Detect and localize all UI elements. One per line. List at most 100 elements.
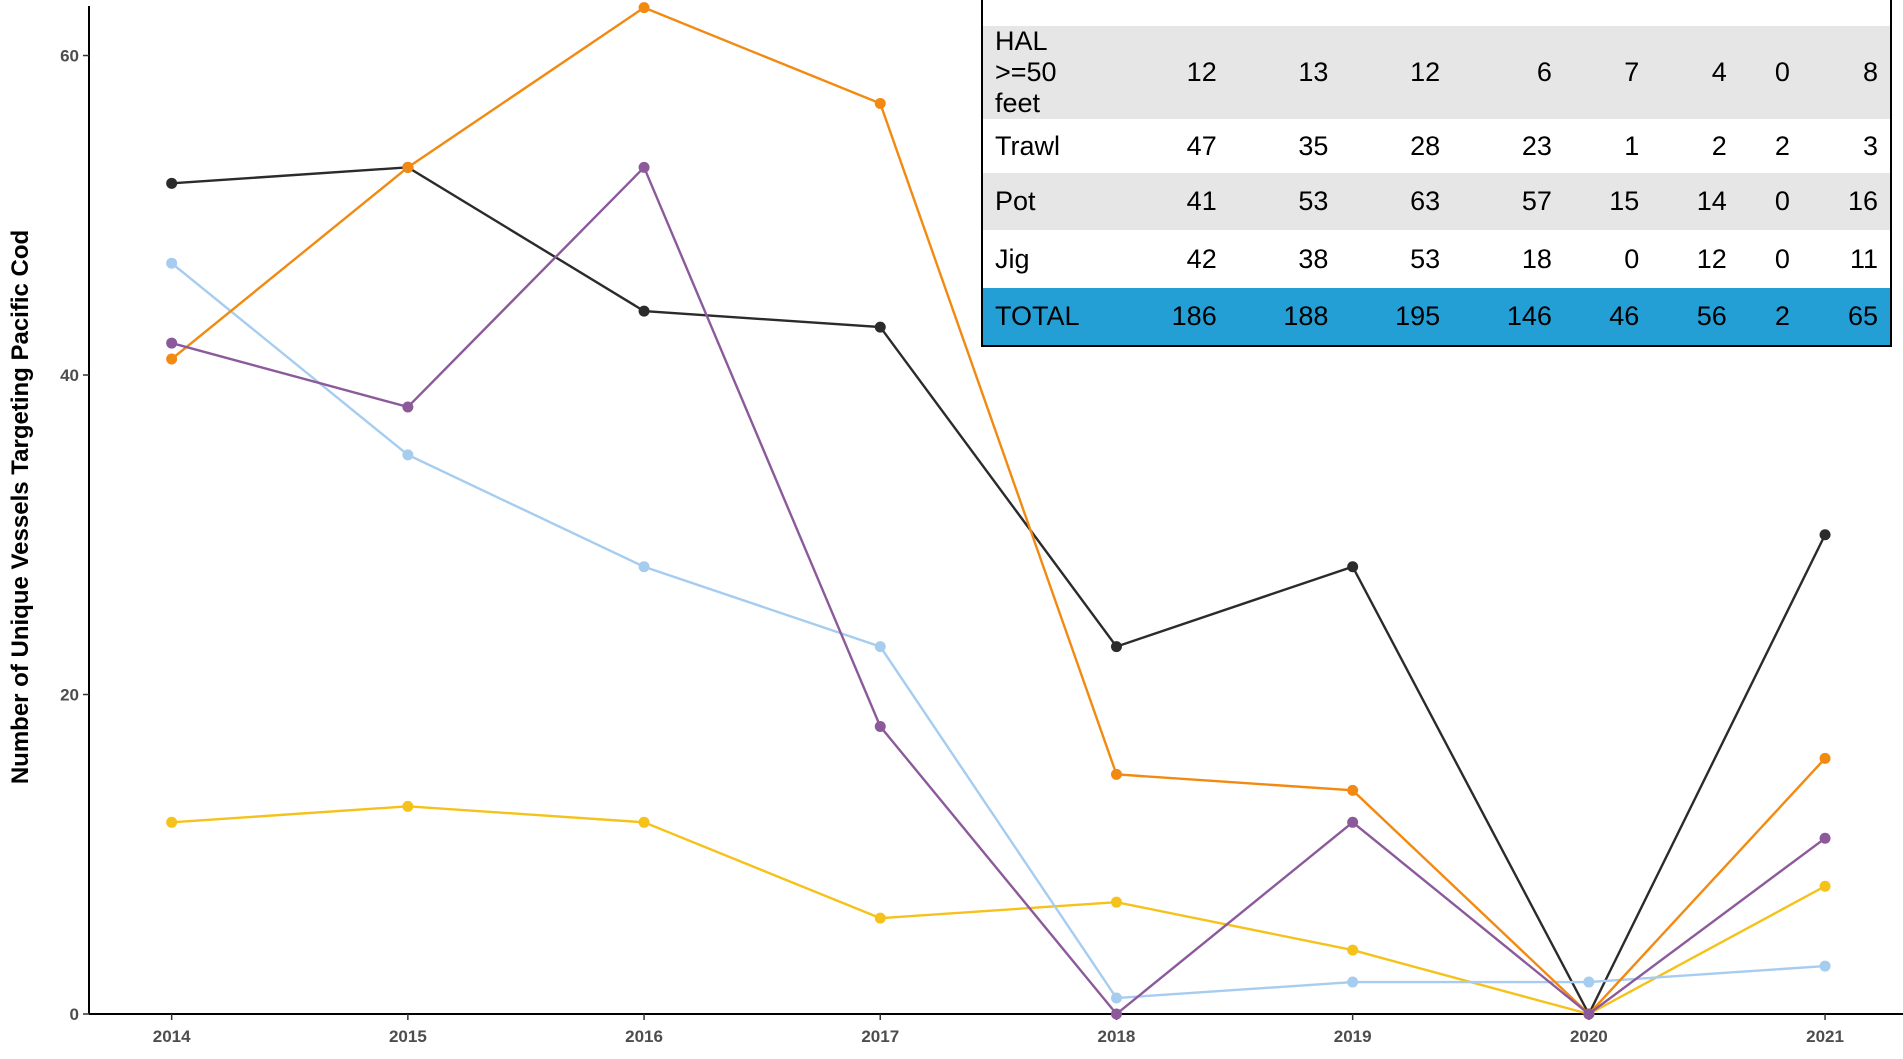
data-point bbox=[1110, 896, 1122, 908]
cell: 57 bbox=[1521, 186, 1552, 216]
cell: 15 bbox=[1609, 186, 1640, 216]
y-tick-label: 40 bbox=[60, 366, 79, 385]
data-point bbox=[874, 641, 886, 653]
y-axis-title: Number of Unique Vessels Targeting Pacif… bbox=[7, 230, 34, 784]
data-point bbox=[166, 177, 178, 189]
table-row: HAL >=50 feet 12 13 12 6 7 4 0 8 bbox=[982, 26, 1891, 119]
table-row: Trawl 47 35 28 23 1 2 2 3 bbox=[982, 119, 1891, 173]
cell: 146 bbox=[1506, 301, 1552, 331]
cell: 2 bbox=[1711, 130, 1727, 161]
x-tick-label: 2019 bbox=[1334, 1027, 1372, 1046]
series-line bbox=[171, 166, 1827, 1017]
cell: 7 bbox=[1624, 57, 1640, 87]
data-point bbox=[1347, 561, 1359, 573]
cell: 11 bbox=[1849, 243, 1878, 274]
data-point bbox=[638, 161, 650, 173]
x-tick-label: 2021 bbox=[1806, 1027, 1844, 1046]
data-point bbox=[1347, 944, 1359, 956]
cell: 1 bbox=[1624, 130, 1640, 161]
data-point bbox=[166, 337, 178, 349]
data-point bbox=[1819, 832, 1831, 844]
cell: 14 bbox=[1696, 186, 1727, 216]
data-point bbox=[1583, 976, 1595, 988]
y-tick-label: 20 bbox=[60, 686, 79, 705]
data-point bbox=[1110, 641, 1122, 653]
cell: 0 bbox=[1774, 57, 1790, 87]
total-row: TOTAL 186 188 195 146 46 56 2 65 bbox=[982, 288, 1891, 346]
cell: 6 bbox=[1536, 57, 1552, 87]
x-tick-label: 2014 bbox=[153, 1027, 191, 1046]
x-tick-label: 2016 bbox=[625, 1027, 663, 1046]
x-tick-label: 2015 bbox=[389, 1027, 427, 1046]
data-point bbox=[874, 720, 886, 732]
cell: 53 bbox=[1298, 186, 1329, 216]
data-point bbox=[638, 305, 650, 317]
legend-table: HAL >=50 feet 12 13 12 6 7 4 0 8 Trawl 47 35 28 23 1 2 2… bbox=[981, 0, 1892, 347]
data-point bbox=[874, 97, 886, 109]
cell: 8 bbox=[1862, 57, 1878, 87]
cell: 38 bbox=[1298, 243, 1329, 274]
data-point bbox=[402, 800, 414, 812]
data-point bbox=[1819, 529, 1831, 541]
cell: 12 bbox=[1696, 243, 1727, 274]
row-label: Pot bbox=[995, 186, 1036, 216]
y-tick-label: 60 bbox=[60, 47, 79, 66]
cell: 65 bbox=[1847, 301, 1878, 331]
cell: 188 bbox=[1283, 301, 1329, 331]
data-point bbox=[874, 321, 886, 333]
series-line bbox=[170, 262, 1826, 1000]
table-row: Pot 41 53 63 57 15 14 0 16 bbox=[982, 173, 1891, 230]
data-point bbox=[638, 816, 650, 828]
cell: 56 bbox=[1696, 301, 1727, 331]
data-point bbox=[1110, 992, 1122, 1004]
cell: 16 bbox=[1847, 186, 1878, 216]
row-label: Jig bbox=[995, 243, 1030, 274]
cell: 12 bbox=[1186, 57, 1217, 87]
table-row bbox=[982, 0, 1891, 26]
cell: 0 bbox=[1624, 243, 1640, 274]
data-point bbox=[402, 401, 414, 413]
data-point bbox=[166, 816, 178, 828]
table-row: Jig 42 38 53 18 0 12 0 11 bbox=[982, 230, 1891, 288]
cell: 41 bbox=[1186, 186, 1217, 216]
x-tick-label: 2017 bbox=[861, 1027, 899, 1046]
row-label: HAL >=50 feet bbox=[995, 26, 1057, 118]
cell: 42 bbox=[1186, 243, 1217, 274]
series-line bbox=[171, 805, 1826, 1016]
cell: 63 bbox=[1410, 186, 1441, 216]
cell: 12 bbox=[1410, 57, 1441, 87]
row-label: TOTAL bbox=[995, 301, 1080, 331]
cell: 35 bbox=[1298, 130, 1329, 161]
data-point bbox=[1347, 784, 1359, 796]
x-tick-label: 2018 bbox=[1098, 1027, 1136, 1046]
cell: 195 bbox=[1395, 301, 1441, 331]
cell: 4 bbox=[1711, 57, 1727, 87]
y-tick-label: 0 bbox=[70, 1005, 79, 1024]
data-point bbox=[638, 2, 650, 14]
cell: 18 bbox=[1521, 243, 1552, 274]
data-point bbox=[638, 561, 650, 573]
data-point bbox=[1583, 1008, 1595, 1020]
data-point bbox=[1819, 960, 1831, 972]
cell: 186 bbox=[1171, 301, 1217, 331]
cell: 13 bbox=[1298, 57, 1329, 87]
data-point bbox=[1819, 752, 1831, 764]
data-point bbox=[1347, 816, 1359, 828]
cell: 28 bbox=[1410, 130, 1441, 161]
data-point bbox=[1819, 880, 1831, 892]
row-label: Trawl bbox=[995, 130, 1060, 161]
data-point bbox=[402, 161, 414, 173]
cell: 23 bbox=[1521, 130, 1552, 161]
data-point bbox=[402, 449, 414, 461]
series-line bbox=[170, 6, 1826, 1016]
data-point bbox=[166, 257, 178, 269]
cell: 2 bbox=[1774, 130, 1790, 161]
series-line bbox=[171, 165, 1826, 1016]
cell: 0 bbox=[1774, 186, 1790, 216]
data-point bbox=[874, 912, 886, 924]
cell: 0 bbox=[1774, 243, 1790, 274]
cell: 53 bbox=[1410, 243, 1441, 274]
cell: 47 bbox=[1186, 130, 1217, 161]
